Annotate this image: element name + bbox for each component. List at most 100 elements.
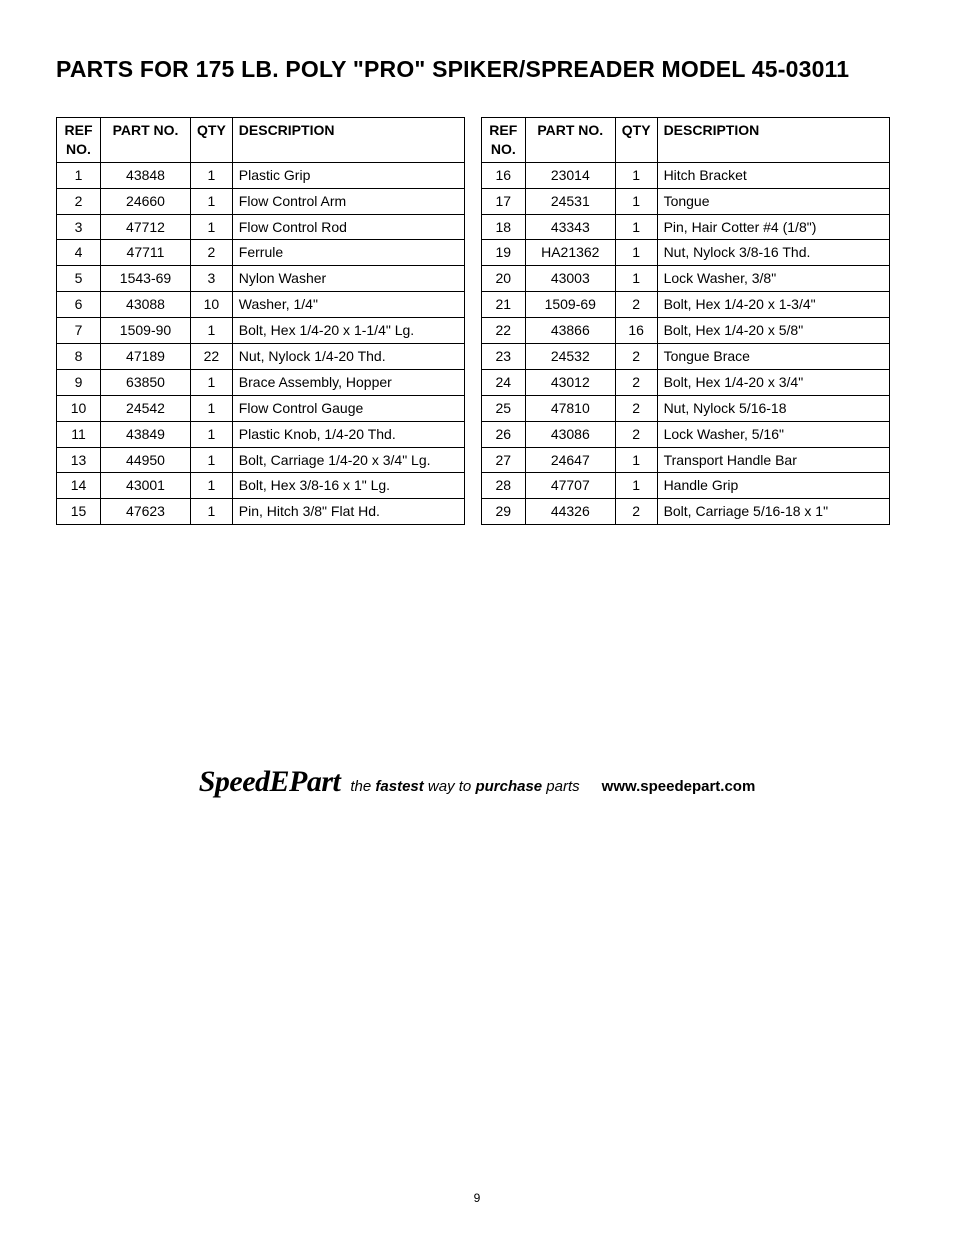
cell-ref: 11 xyxy=(57,421,101,447)
cell-ref: 7 xyxy=(57,318,101,344)
cell-qty: 1 xyxy=(615,447,657,473)
cell-ref: 24 xyxy=(481,369,525,395)
tag-text: way to xyxy=(424,778,476,795)
cell-desc: Bolt, Hex 1/4-20 x 5/8" xyxy=(657,318,889,344)
table-row: 25478102Nut, Nylock 5/16-18 xyxy=(481,395,889,421)
cell-qty: 16 xyxy=(615,318,657,344)
cell-part: 43849 xyxy=(101,421,191,447)
cell-ref: 26 xyxy=(481,421,525,447)
header-ref-l2: NO. xyxy=(66,141,91,157)
cell-desc: Hitch Bracket xyxy=(657,162,889,188)
cell-part: 24647 xyxy=(525,447,615,473)
cell-ref: 16 xyxy=(481,162,525,188)
footer-brand: SpeedEPart the fastest way to purchase p… xyxy=(56,765,898,799)
brand-logo: SpeedEPart xyxy=(199,765,341,799)
cell-part: 1543-69 xyxy=(101,266,191,292)
tag-text: parts xyxy=(542,778,580,795)
cell-part: 43848 xyxy=(101,162,191,188)
cell-qty: 1 xyxy=(191,473,233,499)
brand-tagline: the fastest way to purchase parts xyxy=(350,778,579,795)
cell-qty: 1 xyxy=(615,214,657,240)
cell-desc: Ferrule xyxy=(232,240,464,266)
header-ref-l2: NO. xyxy=(491,141,516,157)
cell-desc: Nylon Washer xyxy=(232,266,464,292)
cell-desc: Lock Washer, 3/8" xyxy=(657,266,889,292)
cell-qty: 1 xyxy=(191,162,233,188)
table-row: 3477121Flow Control Rod xyxy=(57,214,465,240)
cell-ref: 14 xyxy=(57,473,101,499)
cell-ref: 6 xyxy=(57,292,101,318)
cell-qty: 2 xyxy=(615,395,657,421)
table-row: 23245322Tongue Brace xyxy=(481,344,889,370)
cell-qty: 2 xyxy=(615,369,657,395)
parts-table-left-body: 1438481Plastic Grip2246601Flow Control A… xyxy=(57,162,465,524)
cell-desc: Washer, 1/4" xyxy=(232,292,464,318)
table-row: 9638501Brace Assembly, Hopper xyxy=(57,369,465,395)
table-row: 16230141Hitch Bracket xyxy=(481,162,889,188)
table-row: 19HA213621Nut, Nylock 3/8-16 Thd. xyxy=(481,240,889,266)
cell-desc: Bolt, Hex 3/8-16 x 1" Lg. xyxy=(232,473,464,499)
cell-part: 47711 xyxy=(101,240,191,266)
cell-qty: 1 xyxy=(615,473,657,499)
cell-ref: 15 xyxy=(57,499,101,525)
cell-desc: Flow Control Rod xyxy=(232,214,464,240)
table-row: 4477112Ferrule xyxy=(57,240,465,266)
cell-ref: 20 xyxy=(481,266,525,292)
cell-part: 43088 xyxy=(101,292,191,318)
col-header-qty: QTY xyxy=(615,118,657,163)
cell-ref: 17 xyxy=(481,188,525,214)
cell-part: 1509-90 xyxy=(101,318,191,344)
cell-qty: 1 xyxy=(191,188,233,214)
cell-part: 44950 xyxy=(101,447,191,473)
cell-desc: Handle Grip xyxy=(657,473,889,499)
cell-desc: Bolt, Carriage 5/16-18 x 1" xyxy=(657,499,889,525)
cell-desc: Bolt, Carriage 1/4-20 x 3/4" Lg. xyxy=(232,447,464,473)
cell-desc: Nut, Nylock 3/8-16 Thd. xyxy=(657,240,889,266)
tag-text-bold: fastest xyxy=(375,778,423,795)
cell-desc: Nut, Nylock 1/4-20 Thd. xyxy=(232,344,464,370)
table-row: 64308810Washer, 1/4" xyxy=(57,292,465,318)
brand-url: www.speedepart.com xyxy=(602,778,756,795)
header-ref-l1: REF xyxy=(65,122,93,138)
cell-desc: Nut, Nylock 5/16-18 xyxy=(657,395,889,421)
cell-qty: 1 xyxy=(615,266,657,292)
cell-qty: 1 xyxy=(615,162,657,188)
table-row: 29443262Bolt, Carriage 5/16-18 x 1" xyxy=(481,499,889,525)
cell-part: 47712 xyxy=(101,214,191,240)
table-row: 18433431Pin, Hair Cotter #4 (1/8") xyxy=(481,214,889,240)
table-row: 1438481Plastic Grip xyxy=(57,162,465,188)
cell-ref: 5 xyxy=(57,266,101,292)
cell-part: 44326 xyxy=(525,499,615,525)
cell-desc: Tongue xyxy=(657,188,889,214)
cell-qty: 1 xyxy=(191,421,233,447)
cell-part: 1509-69 xyxy=(525,292,615,318)
cell-ref: 3 xyxy=(57,214,101,240)
cell-ref: 25 xyxy=(481,395,525,421)
cell-desc: Bolt, Hex 1/4-20 x 3/4" xyxy=(657,369,889,395)
cell-desc: Plastic Grip xyxy=(232,162,464,188)
cell-part: 24542 xyxy=(101,395,191,421)
cell-desc: Plastic Knob, 1/4-20 Thd. xyxy=(232,421,464,447)
cell-ref: 2 xyxy=(57,188,101,214)
table-row: 13449501Bolt, Carriage 1/4-20 x 3/4" Lg. xyxy=(57,447,465,473)
cell-part: 23014 xyxy=(525,162,615,188)
cell-part: 47189 xyxy=(101,344,191,370)
cell-ref: 9 xyxy=(57,369,101,395)
cell-ref: 8 xyxy=(57,344,101,370)
col-header-desc: DESCRIPTION xyxy=(232,118,464,163)
cell-part: 43003 xyxy=(525,266,615,292)
cell-desc: Flow Control Gauge xyxy=(232,395,464,421)
col-header-part: PART NO. xyxy=(525,118,615,163)
cell-desc: Lock Washer, 5/16" xyxy=(657,421,889,447)
cell-ref: 22 xyxy=(481,318,525,344)
cell-ref: 18 xyxy=(481,214,525,240)
header-ref-l1: REF xyxy=(489,122,517,138)
cell-qty: 1 xyxy=(191,395,233,421)
tag-text: the xyxy=(350,778,375,795)
cell-ref: 28 xyxy=(481,473,525,499)
cell-desc: Bolt, Hex 1/4-20 x 1-1/4" Lg. xyxy=(232,318,464,344)
cell-ref: 19 xyxy=(481,240,525,266)
cell-part: 24532 xyxy=(525,344,615,370)
cell-desc: Bolt, Hex 1/4-20 x 1-3/4" xyxy=(657,292,889,318)
cell-ref: 23 xyxy=(481,344,525,370)
